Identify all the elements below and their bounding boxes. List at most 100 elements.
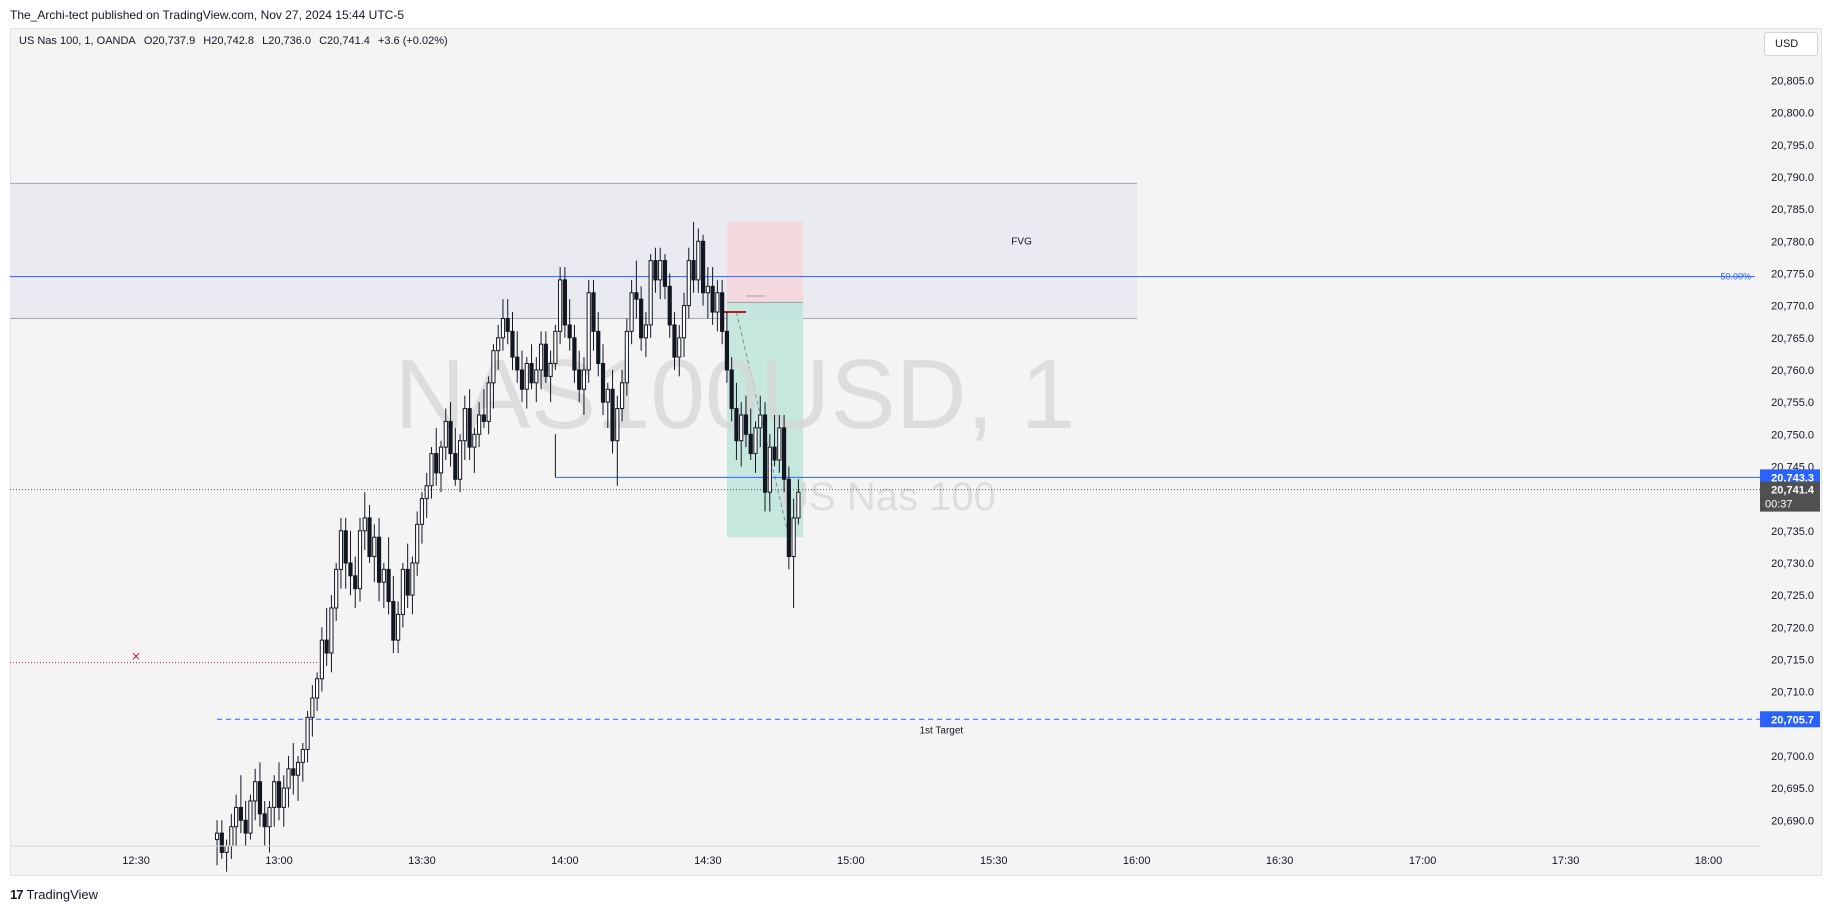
candle-body — [396, 613, 401, 641]
current-price-badge: 20,741.4 — [1771, 485, 1815, 497]
candle-body — [529, 363, 534, 384]
candle-body — [653, 260, 658, 281]
symbol-legend: US Nas 100, 1, OANDA O20,737.9 H20,742.8… — [19, 35, 453, 47]
change-value: +3.6 (+0.02%) — [377, 35, 448, 47]
candle-body — [496, 337, 501, 352]
candle-body — [438, 446, 444, 474]
candle-body — [348, 562, 353, 577]
candle-body — [710, 285, 715, 313]
price-tick-label: 20,730.0 — [1771, 558, 1814, 570]
candle-body — [257, 781, 263, 815]
countdown-timer: 00:37 — [1765, 499, 1793, 511]
candle-body — [329, 607, 334, 654]
time-tick-label: 16:30 — [1266, 855, 1294, 867]
candle-body — [448, 420, 453, 455]
price-badge-20743-bg — [1760, 469, 1820, 486]
candle-body — [715, 292, 720, 313]
price-tick-label: 20,720.0 — [1771, 622, 1814, 634]
candle-body — [662, 260, 668, 287]
candle-body — [596, 330, 601, 365]
candle-body — [720, 292, 725, 332]
candle-body — [524, 363, 529, 390]
candle-body — [772, 446, 777, 461]
candle-body — [686, 260, 691, 307]
candle-body — [724, 330, 730, 371]
time-tick-label: 12:30 — [122, 855, 150, 867]
candle-body — [691, 260, 696, 281]
candle-body — [367, 517, 372, 558]
watermark-name: US Nas 100 — [780, 475, 996, 519]
candle-body — [510, 330, 515, 358]
currency-button[interactable]: USD — [1764, 32, 1818, 56]
price-tick-label: 20,760.0 — [1771, 365, 1814, 377]
price-badge-target-bg — [1760, 711, 1820, 728]
candle-body — [591, 292, 596, 332]
candle-body — [405, 568, 410, 596]
candle-body — [419, 498, 425, 525]
price-badge-target: 20,705.7 — [1771, 714, 1814, 726]
candle-body — [543, 343, 548, 377]
candle-body — [253, 781, 258, 802]
price-tick-label: 20,755.0 — [1771, 397, 1814, 409]
candle-body — [491, 350, 496, 384]
candle-body — [553, 330, 558, 365]
candle-body — [310, 697, 315, 718]
candle-body — [457, 440, 463, 480]
candle-body — [429, 453, 434, 487]
candle-body — [672, 324, 677, 358]
candle-body — [353, 575, 358, 590]
candle-body — [781, 427, 787, 480]
candle-body — [762, 414, 768, 493]
candle-body — [238, 806, 243, 821]
candle-body — [324, 639, 329, 654]
candle-body — [234, 806, 239, 828]
publish-header: The_Archi-tect published on TradingView.… — [0, 0, 1835, 28]
price-tick-label: 20,780.0 — [1771, 236, 1814, 248]
price-axis-panel — [1760, 29, 1820, 846]
candle-body — [777, 427, 782, 461]
candle-body — [486, 382, 491, 422]
candle-body — [639, 298, 644, 339]
candle-body — [648, 260, 653, 326]
candle-body — [362, 517, 367, 532]
price-tick-label: 20,775.0 — [1771, 268, 1814, 280]
price-tick-label: 20,735.0 — [1771, 526, 1814, 538]
candle-body — [219, 832, 224, 853]
candle-body — [667, 285, 672, 326]
price-tick-label: 20,765.0 — [1771, 333, 1814, 345]
time-tick-label: 13:30 — [408, 855, 436, 867]
cross-marker-icon — [132, 652, 140, 660]
candle-body — [786, 478, 791, 558]
candle-body — [700, 240, 706, 294]
price-tick-label: 20,750.0 — [1771, 429, 1814, 441]
candle-body — [357, 530, 363, 590]
close-value: C20,741.4 — [319, 35, 370, 47]
candle-body — [534, 369, 539, 384]
candle-body — [729, 369, 734, 410]
position-path-line — [735, 311, 790, 538]
symbol-name[interactable]: US Nas 100, 1, OANDA — [19, 35, 136, 47]
candle-body — [538, 343, 544, 371]
candle-body — [467, 408, 472, 448]
candle-body — [224, 845, 229, 853]
candle-body — [629, 292, 634, 332]
candle-body — [624, 330, 629, 384]
candle-body — [243, 819, 248, 834]
publish-info: The_Archi-tect published on TradingView.… — [10, 8, 404, 22]
candle-body — [291, 768, 296, 776]
candle-body — [286, 768, 291, 789]
candle-body — [214, 832, 220, 841]
candle-body — [391, 601, 396, 641]
high-value: H20,742.8 — [203, 35, 255, 47]
price-tick-label: 20,770.0 — [1771, 301, 1814, 313]
candle-body — [343, 530, 348, 564]
candle-body — [600, 363, 606, 403]
candle-body — [748, 433, 753, 455]
candle-body — [567, 324, 572, 339]
first-target-label: 1st Target — [919, 725, 963, 736]
candle-body — [796, 491, 801, 519]
candle-body — [615, 408, 620, 442]
candle-body — [658, 260, 663, 281]
candle-body — [372, 536, 377, 558]
